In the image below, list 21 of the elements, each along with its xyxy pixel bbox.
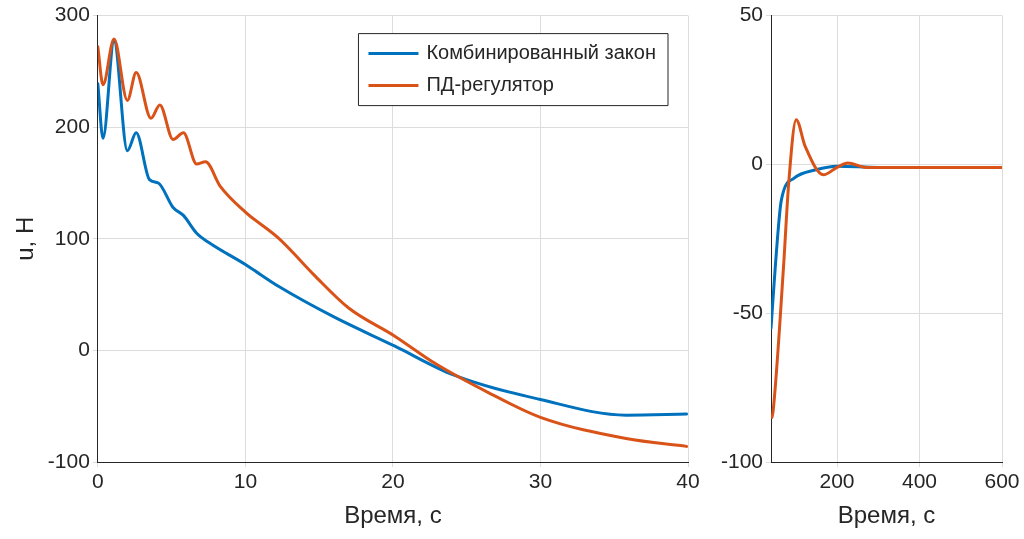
y-tick-label: -100	[721, 448, 764, 472]
y-tick-label: 100	[54, 225, 90, 249]
x-tick-label: 30	[528, 469, 553, 493]
legend-label: Комбинированный закон	[426, 41, 657, 64]
y-tick-label: -100	[47, 448, 90, 472]
x-tick-label: 20	[381, 469, 405, 493]
x-tick-label: 200	[819, 469, 855, 493]
y-tick-label: 0	[751, 151, 764, 175]
x-tick-label: 40	[676, 469, 700, 493]
x-axis-title: Время, с	[837, 501, 936, 529]
x-tick-label: 400	[901, 469, 938, 493]
y-tick-label: 0	[78, 337, 90, 361]
legend-label: ПД-регулятор	[426, 73, 554, 96]
x-tick-label: 10	[233, 469, 258, 493]
x-axis-title: Время, с	[344, 501, 442, 529]
y-axis-title: u, Н	[11, 216, 39, 261]
y-tick-label: 200	[54, 114, 90, 137]
y-tick-label: -50	[732, 300, 764, 323]
x-tick-label: 600	[984, 469, 1020, 493]
y-tick-label: 50	[739, 2, 764, 26]
y-tick-label: 300	[54, 2, 90, 26]
